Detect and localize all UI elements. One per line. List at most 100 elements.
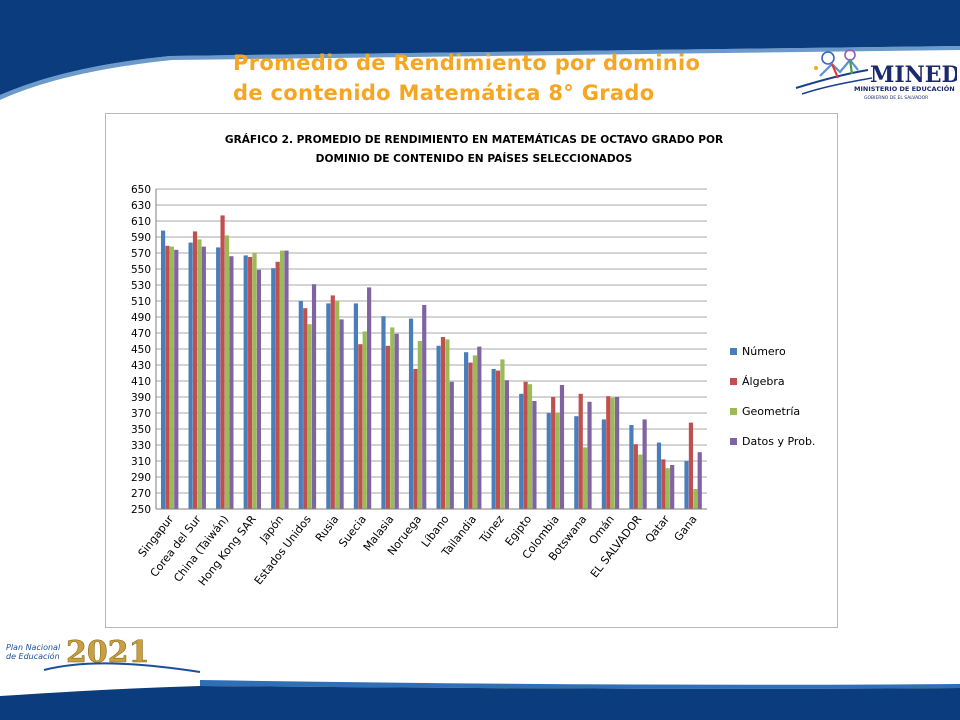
plan-logo-line1: Plan Nacional [6, 643, 61, 652]
slide-title: Promedio de Rendimiento por dominio de c… [233, 48, 793, 108]
bar [697, 452, 702, 509]
chart-bars [160, 215, 702, 510]
y-axis: 250 270 290 310 330 350 370 390 410 430 450 470 490 5… [131, 184, 157, 516]
bar [311, 284, 317, 509]
bar [165, 245, 170, 510]
chart-legend: Número Álgebra Geometría Datos y Prob. [730, 345, 815, 448]
bar [583, 447, 588, 509]
bar [574, 416, 579, 509]
bar [326, 303, 331, 509]
y-tick-label: 450 [131, 344, 151, 356]
bar [192, 231, 198, 509]
bar [468, 362, 473, 509]
top-banner [0, 0, 960, 110]
bar [656, 442, 662, 509]
chart-title-line1: GRÁFICO 2. PROMEDIO DE RENDIMIENTO EN MA… [225, 133, 723, 146]
bar [362, 331, 367, 509]
bar [169, 246, 174, 509]
bar [436, 345, 441, 509]
x-tick-label: Qatar [643, 512, 673, 545]
bar [201, 246, 206, 509]
y-tick-label: 250 [131, 504, 151, 516]
bar [220, 215, 225, 509]
y-tick-label: 590 [131, 232, 151, 244]
bar [633, 444, 638, 509]
bar [665, 468, 670, 509]
legend-label: Número [742, 345, 786, 358]
bar [307, 324, 312, 509]
bar [638, 454, 643, 509]
bottom-band-highlight [200, 680, 960, 689]
chart-container: GRÁFICO 2. PROMEDIO DE RENDIMIENTO EN MA… [105, 113, 838, 628]
legend-swatch [730, 378, 737, 385]
top-band-white-curve [0, 48, 960, 110]
bar [477, 346, 482, 509]
bar [408, 318, 414, 509]
bar [688, 422, 694, 509]
bar [614, 397, 620, 509]
bar [353, 303, 359, 509]
bar [252, 253, 257, 509]
bottom-banner [0, 680, 960, 720]
bar [367, 287, 372, 509]
y-tick-label: 650 [131, 184, 151, 196]
bar [422, 305, 427, 509]
chart-title-line2: DOMINIO DE CONTENIDO EN PAÍSES SELECCION… [316, 152, 633, 165]
bar [417, 341, 422, 509]
y-tick-label: 350 [131, 424, 151, 436]
chart-gridlines [156, 188, 707, 510]
bar [248, 257, 253, 509]
bar [330, 295, 335, 509]
bar [500, 359, 505, 509]
y-tick-label: 530 [131, 280, 151, 292]
bar [559, 385, 565, 509]
bar [229, 256, 234, 509]
bar [661, 459, 666, 509]
chart-svg: GRÁFICO 2. PROMEDIO DE RENDIMIENTO EN MA… [131, 133, 815, 588]
bar [413, 369, 418, 509]
bar [610, 397, 615, 509]
y-tick-label: 310 [131, 456, 151, 468]
bar [532, 401, 537, 509]
y-tick-label: 290 [131, 472, 151, 484]
bar [629, 425, 634, 509]
bar [298, 301, 303, 509]
mined-subtitle-2: GOBIERNO DE EL SALVADOR [864, 95, 928, 101]
legend-swatch [730, 438, 737, 445]
bar [279, 250, 285, 509]
y-tick-label: 330 [131, 440, 151, 452]
slide-title-line1: Promedio de Rendimiento por dominio [233, 51, 701, 75]
bar [216, 247, 221, 509]
bar [445, 339, 450, 509]
plan-logo-swoosh-icon [43, 662, 201, 673]
bar [523, 381, 528, 509]
bar [381, 316, 386, 509]
mined-wordmark: MINED [870, 62, 957, 88]
bar [449, 381, 454, 509]
bottom-band-base [0, 686, 960, 720]
bar [555, 413, 560, 509]
bar [606, 396, 611, 509]
bar [303, 308, 308, 509]
bar [684, 461, 689, 509]
bar [546, 413, 551, 509]
bar [491, 369, 496, 509]
y-tick-label: 630 [131, 200, 151, 212]
y-tick-label: 270 [131, 488, 151, 500]
mined-logo: MINED MINISTERIO DE EDUCACIÓN GOBIERNO D… [795, 49, 957, 101]
bar [504, 380, 509, 509]
mined-subtitle: MINISTERIO DE EDUCACIÓN [854, 84, 955, 93]
top-band-wave [0, 0, 960, 95]
bar [495, 370, 501, 509]
y-tick-label: 550 [131, 264, 151, 276]
bar [527, 384, 533, 509]
legend-label: Geometría [742, 405, 800, 418]
plan-logo-line2: de Educación [6, 651, 60, 661]
bar [275, 261, 280, 509]
y-tick-label: 570 [131, 248, 151, 260]
y-tick-label: 410 [131, 376, 151, 388]
y-tick-label: 430 [131, 360, 151, 372]
bar [160, 230, 166, 509]
y-tick-label: 470 [131, 328, 151, 340]
bar [390, 327, 395, 509]
